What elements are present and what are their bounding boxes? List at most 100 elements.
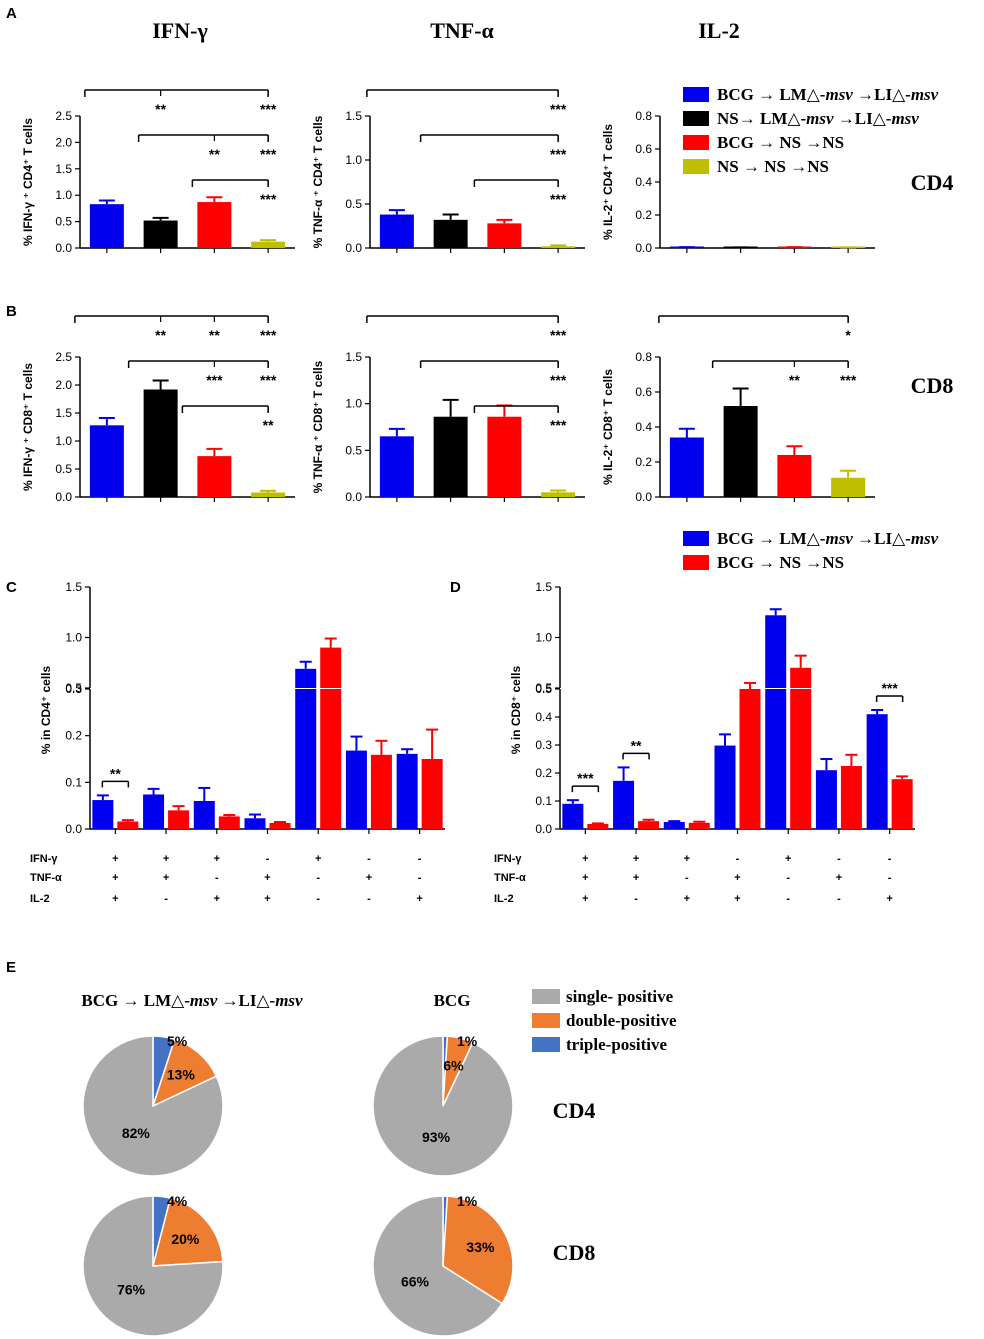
pie-slice-single	[82, 1035, 224, 1177]
bar-red	[421, 759, 443, 829]
pie-legend-swatch	[532, 1037, 560, 1052]
sig-stars: ***	[260, 191, 277, 207]
sign-value: +	[112, 853, 118, 865]
y-tick-label: 0.2	[535, 766, 552, 780]
bar-blue	[193, 801, 215, 829]
y-tick-label: 0.2	[65, 729, 82, 743]
y-tick-label: 0.0	[345, 241, 362, 255]
sign-value: -	[786, 893, 790, 905]
bar-blue	[663, 822, 685, 829]
y-tick-label: 0.4	[635, 175, 652, 189]
bar	[541, 246, 576, 248]
legend-swatch	[683, 111, 709, 126]
legend-text-italic: msv	[806, 109, 834, 128]
y-tick-label: 0.5	[535, 681, 552, 695]
y-tick-label: 0.1	[65, 775, 82, 789]
sign-row-label: TNF-α	[30, 872, 62, 884]
bar	[433, 416, 468, 497]
pie-legend-swatch	[532, 989, 560, 1004]
pie-slice-double	[152, 1197, 224, 1267]
sig-stars: ***	[206, 372, 223, 388]
sig-stars: **	[263, 417, 274, 433]
y-tick-label: 1.5	[55, 162, 72, 176]
sign-value: +	[734, 893, 740, 905]
y-tick-label: 0.6	[635, 142, 652, 156]
bar	[197, 202, 232, 248]
y-tick-label: 0.1	[535, 794, 552, 808]
sign-value: +	[112, 893, 118, 905]
sign-value: -	[164, 893, 168, 905]
bar	[723, 406, 758, 497]
y-tick-label: 2.5	[55, 350, 72, 364]
legend-label: NS → NS →NS	[717, 157, 829, 176]
bar-blue	[562, 803, 584, 829]
sign-row-label: IL-2	[30, 893, 50, 905]
y-axis-label: % in CD4⁺ cells	[39, 665, 53, 754]
y-tick-label: 0.3	[535, 738, 552, 752]
sign-value: +	[684, 853, 690, 865]
sig-stars: **	[110, 765, 121, 781]
pie-label-double: 20%	[171, 1231, 200, 1247]
y-tick-label: 1.0	[345, 153, 362, 167]
sig-stars: ***	[550, 327, 567, 343]
sign-value: +	[163, 872, 169, 884]
bar-red	[688, 822, 710, 829]
panel-letter-c: C	[6, 579, 17, 596]
sign-value: +	[264, 893, 270, 905]
column-title-tnf: TNF-α	[430, 18, 494, 43]
y-tick-label: 1.5	[535, 580, 552, 594]
y-tick-label: 0.0	[635, 490, 652, 504]
y-tick-label: 0.5	[345, 443, 362, 457]
bar	[669, 437, 704, 497]
pie-slice-single	[82, 1195, 224, 1337]
pie-label-single: 82%	[122, 1125, 151, 1141]
sign-value: +	[836, 872, 842, 884]
sign-row-label: TNF-α	[494, 872, 526, 884]
sign-value: +	[785, 853, 791, 865]
legend-text-italic: msv	[891, 109, 919, 128]
y-tick-label: 0.0	[55, 241, 72, 255]
bar-blue	[613, 780, 635, 829]
pie-legend-label: triple-positive	[566, 1035, 667, 1054]
pie-label-triple: 4%	[167, 1193, 188, 1209]
legend-text-part: BCG → LM△-	[717, 85, 826, 104]
sign-value: +	[264, 872, 270, 884]
bar-blue	[396, 753, 418, 829]
pie-column-title-2: BCG	[434, 991, 471, 1010]
pie-slice-double	[151, 1038, 218, 1108]
legend-text-part: NS→ LM△-	[717, 109, 806, 128]
sign-value: +	[886, 893, 892, 905]
y-tick-label: 0.8	[635, 350, 652, 364]
y-axis-label: % TNF-α ⁺ CD4⁺ T cells	[311, 115, 325, 248]
sig-stars: ***	[550, 191, 567, 207]
pie-legend-label: single- positive	[566, 987, 674, 1006]
y-tick-label: 0.5	[55, 215, 72, 229]
sig-stars: ***	[550, 417, 567, 433]
bar-blue	[92, 800, 114, 829]
y-tick-label: 0.5	[65, 681, 82, 695]
y-tick-label: 0.6	[635, 385, 652, 399]
legend-text-part: BCG → NS →NS	[717, 553, 844, 572]
sign-value: +	[315, 853, 321, 865]
y-tick-label: 0.5	[535, 682, 552, 696]
pie-legend-swatch	[532, 1013, 560, 1028]
y-tick-label: 1.0	[55, 188, 72, 202]
sig-stars: *	[845, 327, 851, 343]
y-axis-label: % IL-2⁺ CD4⁺ T cells	[601, 124, 615, 240]
bar-blue	[815, 770, 837, 829]
bar	[379, 436, 414, 497]
pie-chart-4: 66% 33% 1%	[372, 1193, 514, 1337]
y-tick-label: 1.0	[345, 397, 362, 411]
bar	[777, 246, 812, 248]
y-tick-label: 1.0	[535, 631, 552, 645]
bar	[379, 214, 414, 248]
legend-text-italic: msv	[825, 529, 853, 548]
bar-blue	[714, 745, 736, 829]
y-tick-label: 0.4	[635, 420, 652, 434]
y-tick-label: 0.0	[55, 490, 72, 504]
chart-a2: 0.0 0.5 1.0 1.5 % TNF-α ⁺ CD4⁺ T cells *** ***…	[311, 89, 585, 255]
bar-red	[218, 816, 240, 829]
